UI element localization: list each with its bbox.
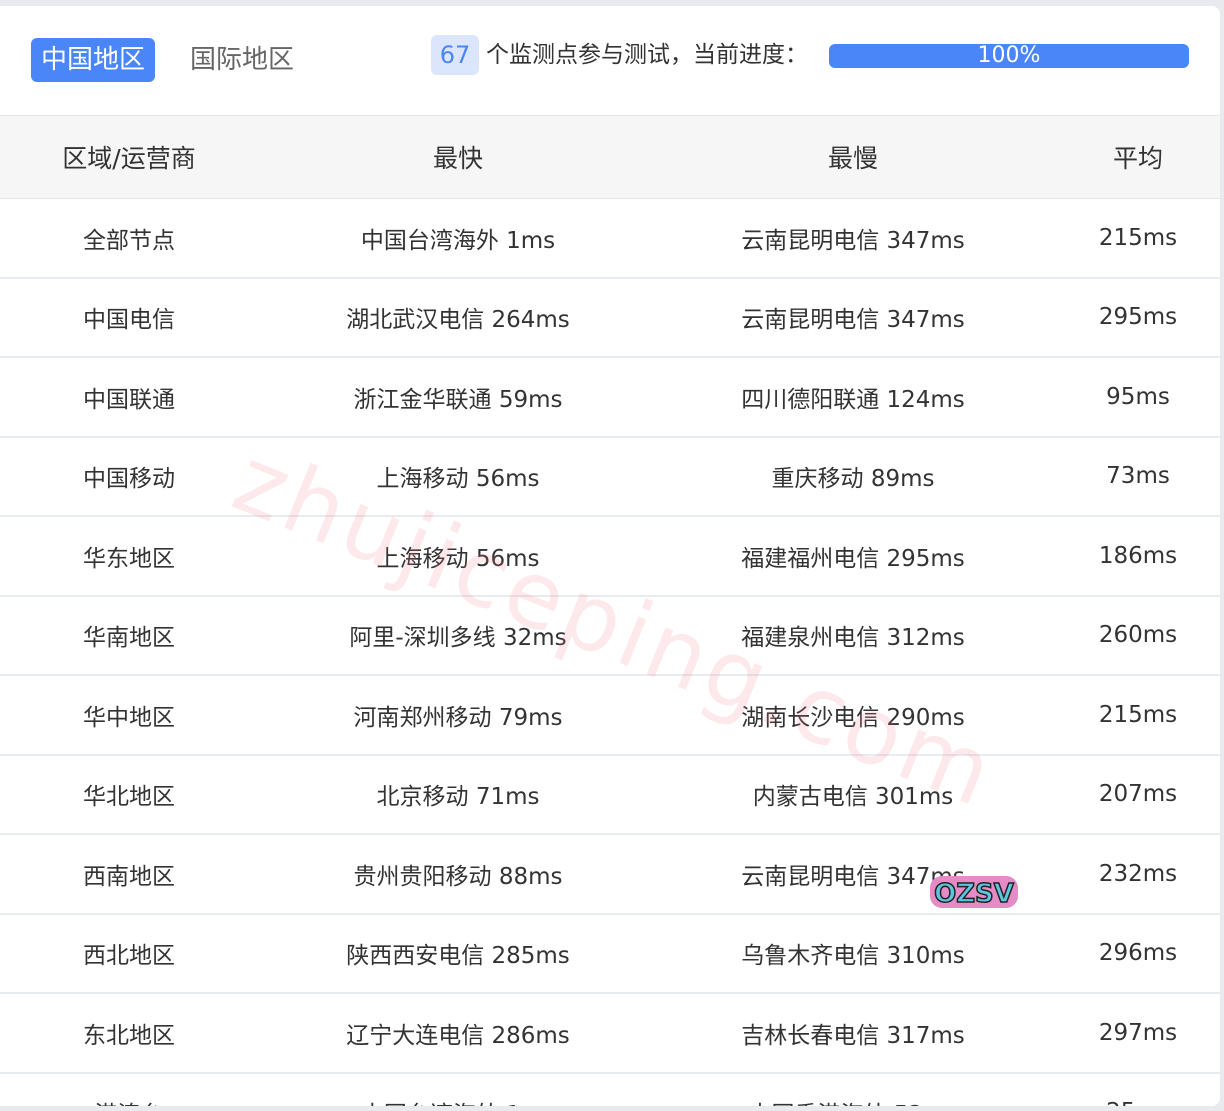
cell-slowest: 福建福州电信 295ms xyxy=(658,516,1048,597)
cell-fastest: 河南郑州移动 79ms xyxy=(258,675,658,756)
cell-fastest: 贵州贵阳移动 88ms xyxy=(258,834,658,915)
cell-average: 215ms xyxy=(1048,675,1220,756)
table-row: 中国联通 浙江金华联通 59ms 四川德阳联通 124ms 95ms xyxy=(0,357,1220,438)
cell-region: 中国联通 xyxy=(0,357,258,438)
cell-region: 全部节点 xyxy=(0,198,258,279)
table-header-row: 区域/运营商 最快 最慢 平均 xyxy=(0,116,1220,199)
table-row: 中国移动 上海移动 56ms 重庆移动 89ms 73ms xyxy=(0,436,1220,517)
cell-fastest: 陕西西安电信 285ms xyxy=(258,913,658,994)
table-row: 华北地区 北京移动 71ms 内蒙古电信 301ms 207ms xyxy=(0,754,1220,835)
header-fastest: 最快 xyxy=(258,116,658,199)
progress-label: 个监测点参与测试，当前进度： xyxy=(486,42,808,68)
progress-fill: 100% xyxy=(829,44,1189,68)
cell-average: 232ms xyxy=(1048,834,1220,915)
cell-average: 297ms xyxy=(1048,993,1220,1074)
cell-slowest: 福建泉州电信 312ms xyxy=(658,595,1048,676)
cell-average: 25ms xyxy=(1048,1073,1220,1106)
cell-average: 295ms xyxy=(1048,277,1220,358)
cell-slowest: 四川德阳联通 124ms xyxy=(658,357,1048,438)
cell-region: 西南地区 xyxy=(0,834,258,915)
tab-china[interactable]: 中国地区 xyxy=(31,38,156,82)
cell-fastest: 上海移动 56ms xyxy=(258,436,658,517)
cell-region: 东北地区 xyxy=(0,993,258,1074)
header-average: 平均 xyxy=(1048,116,1220,199)
table-row: 华中地区 河南郑州移动 79ms 湖南长沙电信 290ms 215ms xyxy=(0,675,1220,756)
cell-fastest: 辽宁大连电信 286ms xyxy=(258,993,658,1074)
cell-region: 中国电信 xyxy=(0,277,258,358)
table-row: 港澳台中国台湾海外 1ms中国香港海外 52ms25ms xyxy=(0,1073,1220,1106)
cell-average: 296ms xyxy=(1048,913,1220,994)
table-row: 华东地区 上海移动 56ms 福建福州电信 295ms 186ms xyxy=(0,516,1220,597)
cell-slowest: 云南昆明电信 347ms xyxy=(658,198,1048,279)
cell-region: 华北地区 xyxy=(0,754,258,835)
cell-region: 华东地区 xyxy=(0,516,258,597)
table-row: 西南地区 贵州贵阳移动 88ms 云南昆明电信 347ms 232ms xyxy=(0,834,1220,915)
cell-fastest: 湖北武汉电信 264ms xyxy=(258,277,658,358)
header-bar: 中国地区 国际地区 67 个监测点参与测试，当前进度： 100% xyxy=(0,6,1220,116)
table-row: 东北地区 辽宁大连电信 286ms 吉林长春电信 317ms 297ms xyxy=(0,993,1220,1074)
cell-average: 207ms xyxy=(1048,754,1220,835)
cell-slowest: 吉林长春电信 317ms xyxy=(658,993,1048,1074)
ping-results-card: 中国地区 国际地区 67 个监测点参与测试，当前进度： 100% 区域/运营商最… xyxy=(0,6,1220,1106)
cell-slowest: 云南昆明电信 347ms xyxy=(658,834,1048,915)
cell-slowest: 重庆移动 89ms xyxy=(658,436,1048,517)
cell-region: 西北地区 xyxy=(0,913,258,994)
cell-slowest: 内蒙古电信 301ms xyxy=(658,754,1048,835)
cell-slowest: 云南昆明电信 347ms xyxy=(658,277,1048,358)
cell-slowest: 湖南长沙电信 290ms xyxy=(658,675,1048,756)
header-slowest: 最慢 xyxy=(658,116,1048,199)
table-row: 华南地区 阿里-深圳多线 32ms 福建泉州电信 312ms 260ms xyxy=(0,595,1220,676)
cell-region: 港澳台 xyxy=(0,1073,258,1106)
table-row: 中国电信 湖北武汉电信 264ms 云南昆明电信 347ms 295ms xyxy=(0,277,1220,358)
table-row: 西北地区 陕西西安电信 285ms 乌鲁木齐电信 310ms 296ms xyxy=(0,913,1220,994)
cell-fastest: 中国台湾海外 1ms xyxy=(258,198,658,279)
monitor-count-badge: 67 xyxy=(431,35,479,75)
cell-average: 260ms xyxy=(1048,595,1220,676)
cell-average: 95ms xyxy=(1048,357,1220,438)
cell-slowest: 中国香港海外 52ms xyxy=(658,1073,1048,1106)
cell-region: 华中地区 xyxy=(0,675,258,756)
header-region: 区域/运营商 xyxy=(0,116,258,199)
cell-fastest: 北京移动 71ms xyxy=(258,754,658,835)
progress-bar: 100% xyxy=(829,44,1189,68)
cell-fastest: 上海移动 56ms xyxy=(258,516,658,597)
results-table: 区域/运营商 最快 最慢 平均 全部节点 中国台湾海外 1ms 云南昆明电信 347ms 2… xyxy=(0,116,1220,1106)
cell-fastest: 阿里-深圳多线 32ms xyxy=(258,595,658,676)
cell-region: 中国移动 xyxy=(0,436,258,517)
cell-slowest: 乌鲁木齐电信 310ms xyxy=(658,913,1048,994)
cell-region: 华南地区 xyxy=(0,595,258,676)
tab-international[interactable]: 国际地区 xyxy=(190,45,295,75)
cell-fastest: 中国台湾海外 1ms xyxy=(258,1073,658,1106)
table-row: 全部节点 中国台湾海外 1ms 云南昆明电信 347ms 215ms xyxy=(0,198,1220,279)
cell-average: 215ms xyxy=(1048,198,1220,279)
cell-fastest: 浙江金华联通 59ms xyxy=(258,357,658,438)
cell-average: 73ms xyxy=(1048,436,1220,517)
cell-average: 186ms xyxy=(1048,516,1220,597)
